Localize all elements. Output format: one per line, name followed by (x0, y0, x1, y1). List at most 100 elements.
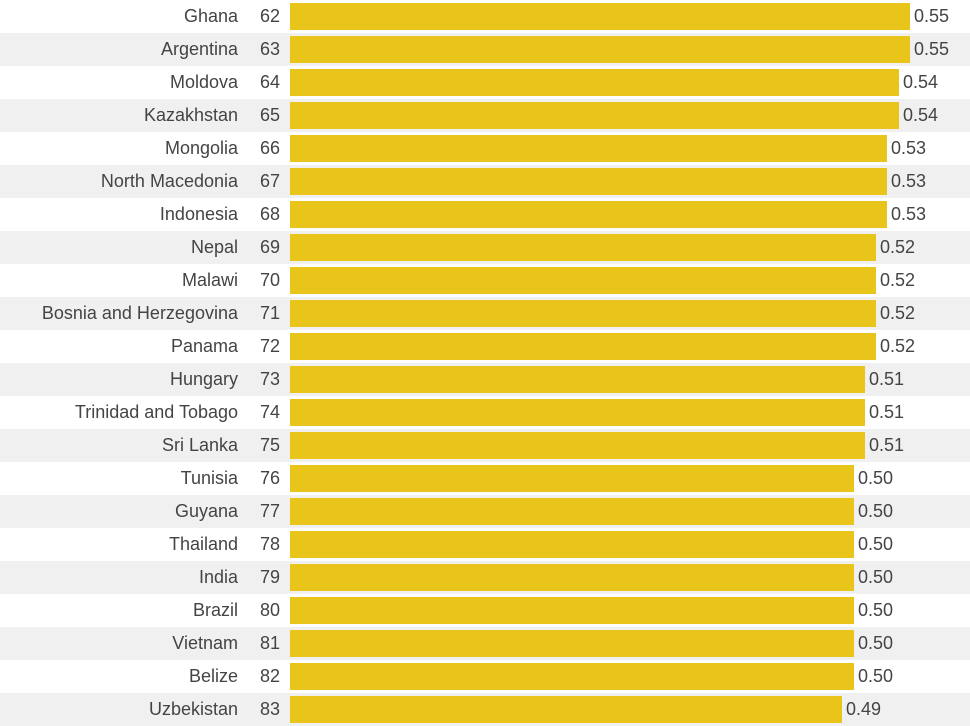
chart-row: Panama 72 0.52 (0, 330, 970, 363)
chart-row: Thailand 78 0.50 (0, 528, 970, 561)
country-label: Malawi (181, 270, 238, 290)
chart-row: North Macedonia 67 0.53 (0, 165, 970, 198)
rank-label: 77 (260, 501, 281, 521)
rank-label: 82 (260, 666, 281, 686)
rank-label: 76 (260, 468, 281, 488)
rank-label: 70 (260, 270, 281, 290)
chart-row: Trinidad and Tobago 74 0.51 (0, 396, 970, 429)
value-label: 0.53 (891, 138, 927, 158)
country-label: Thailand (168, 534, 238, 554)
country-label: Ghana (183, 6, 238, 26)
country-label: Belize (188, 666, 238, 686)
value-label: 0.53 (891, 204, 927, 224)
bar (290, 201, 887, 228)
rank-label: 83 (260, 699, 281, 719)
bar (290, 564, 854, 591)
rank-label: 81 (260, 633, 281, 653)
chart-row: Hungary 73 0.51 (0, 363, 970, 396)
country-label: Sri Lanka (161, 435, 238, 455)
bar (290, 69, 899, 96)
bar (290, 234, 876, 261)
bar (290, 36, 910, 63)
bar (290, 135, 887, 162)
rank-label: 73 (260, 369, 281, 389)
rank-label: 63 (260, 39, 281, 59)
country-label: Mongolia (164, 138, 238, 158)
country-label: Nepal (190, 237, 238, 257)
chart-row: Malawi 70 0.52 (0, 264, 970, 297)
chart-row: Brazil 80 0.50 (0, 594, 970, 627)
bar (290, 432, 865, 459)
bar (290, 663, 854, 690)
value-label: 0.52 (880, 336, 916, 356)
chart-row: Uzbekistan 83 0.49 (0, 693, 970, 726)
value-label: 0.55 (914, 6, 950, 26)
rank-label: 78 (260, 534, 281, 554)
value-label: 0.54 (903, 105, 939, 125)
value-label: 0.54 (903, 72, 939, 92)
country-label: Kazakhstan (143, 105, 238, 125)
rank-label: 69 (260, 237, 281, 257)
chart-row: Nepal 69 0.52 (0, 231, 970, 264)
value-label: 0.51 (869, 402, 905, 422)
value-label: 0.50 (858, 633, 894, 653)
country-label: Panama (170, 336, 238, 356)
bar (290, 333, 876, 360)
bar (290, 3, 910, 30)
rank-label: 67 (260, 171, 281, 191)
rank-label: 75 (260, 435, 281, 455)
country-label: India (198, 567, 238, 587)
value-label: 0.53 (891, 171, 927, 191)
country-label: Argentina (160, 39, 238, 59)
rank-label: 72 (260, 336, 281, 356)
chart-row: Moldova 64 0.54 (0, 66, 970, 99)
value-label: 0.50 (858, 666, 894, 686)
bar (290, 267, 876, 294)
rank-label: 66 (260, 138, 281, 158)
value-label: 0.51 (869, 369, 905, 389)
bar (290, 102, 899, 129)
chart-row: Bosnia and Herzegovina 71 0.52 (0, 297, 970, 330)
value-label: 0.50 (858, 567, 894, 587)
country-label: Trinidad and Tobago (74, 402, 238, 422)
value-label: 0.52 (880, 303, 916, 323)
bar (290, 300, 876, 327)
rank-label: 80 (260, 600, 281, 620)
chart-row: Indonesia 68 0.53 (0, 198, 970, 231)
country-label: Vietnam (172, 633, 238, 653)
value-label: 0.50 (858, 501, 894, 521)
rank-label: 64 (260, 72, 281, 92)
bar (290, 531, 854, 558)
chart-row: Ghana 62 0.55 (0, 0, 970, 33)
value-label: 0.55 (914, 39, 950, 59)
country-label: Uzbekistan (148, 699, 238, 719)
country-label: Indonesia (159, 204, 238, 224)
chart-row: India 79 0.50 (0, 561, 970, 594)
country-label: Guyana (174, 501, 238, 521)
country-label: Tunisia (180, 468, 238, 488)
value-label: 0.52 (880, 270, 916, 290)
country-label: Moldova (169, 72, 238, 92)
chart-row: Guyana 77 0.50 (0, 495, 970, 528)
country-label: North Macedonia (100, 171, 238, 191)
rank-label: 74 (260, 402, 281, 422)
country-label: Hungary (169, 369, 238, 389)
value-label: 0.51 (869, 435, 905, 455)
bar (290, 498, 854, 525)
rank-label: 68 (260, 204, 281, 224)
chart-row: Sri Lanka 75 0.51 (0, 429, 970, 462)
value-label: 0.49 (846, 699, 882, 719)
rank-label: 71 (260, 303, 281, 323)
chart-row: Belize 82 0.50 (0, 660, 970, 693)
bar (290, 630, 854, 657)
rank-label: 65 (260, 105, 281, 125)
bar (290, 399, 865, 426)
chart-row: Mongolia 66 0.53 (0, 132, 970, 165)
value-label: 0.52 (880, 237, 916, 257)
bar (290, 168, 887, 195)
value-label: 0.50 (858, 600, 894, 620)
rank-label: 79 (260, 567, 281, 587)
country-label: Brazil (192, 600, 238, 620)
bar (290, 465, 854, 492)
